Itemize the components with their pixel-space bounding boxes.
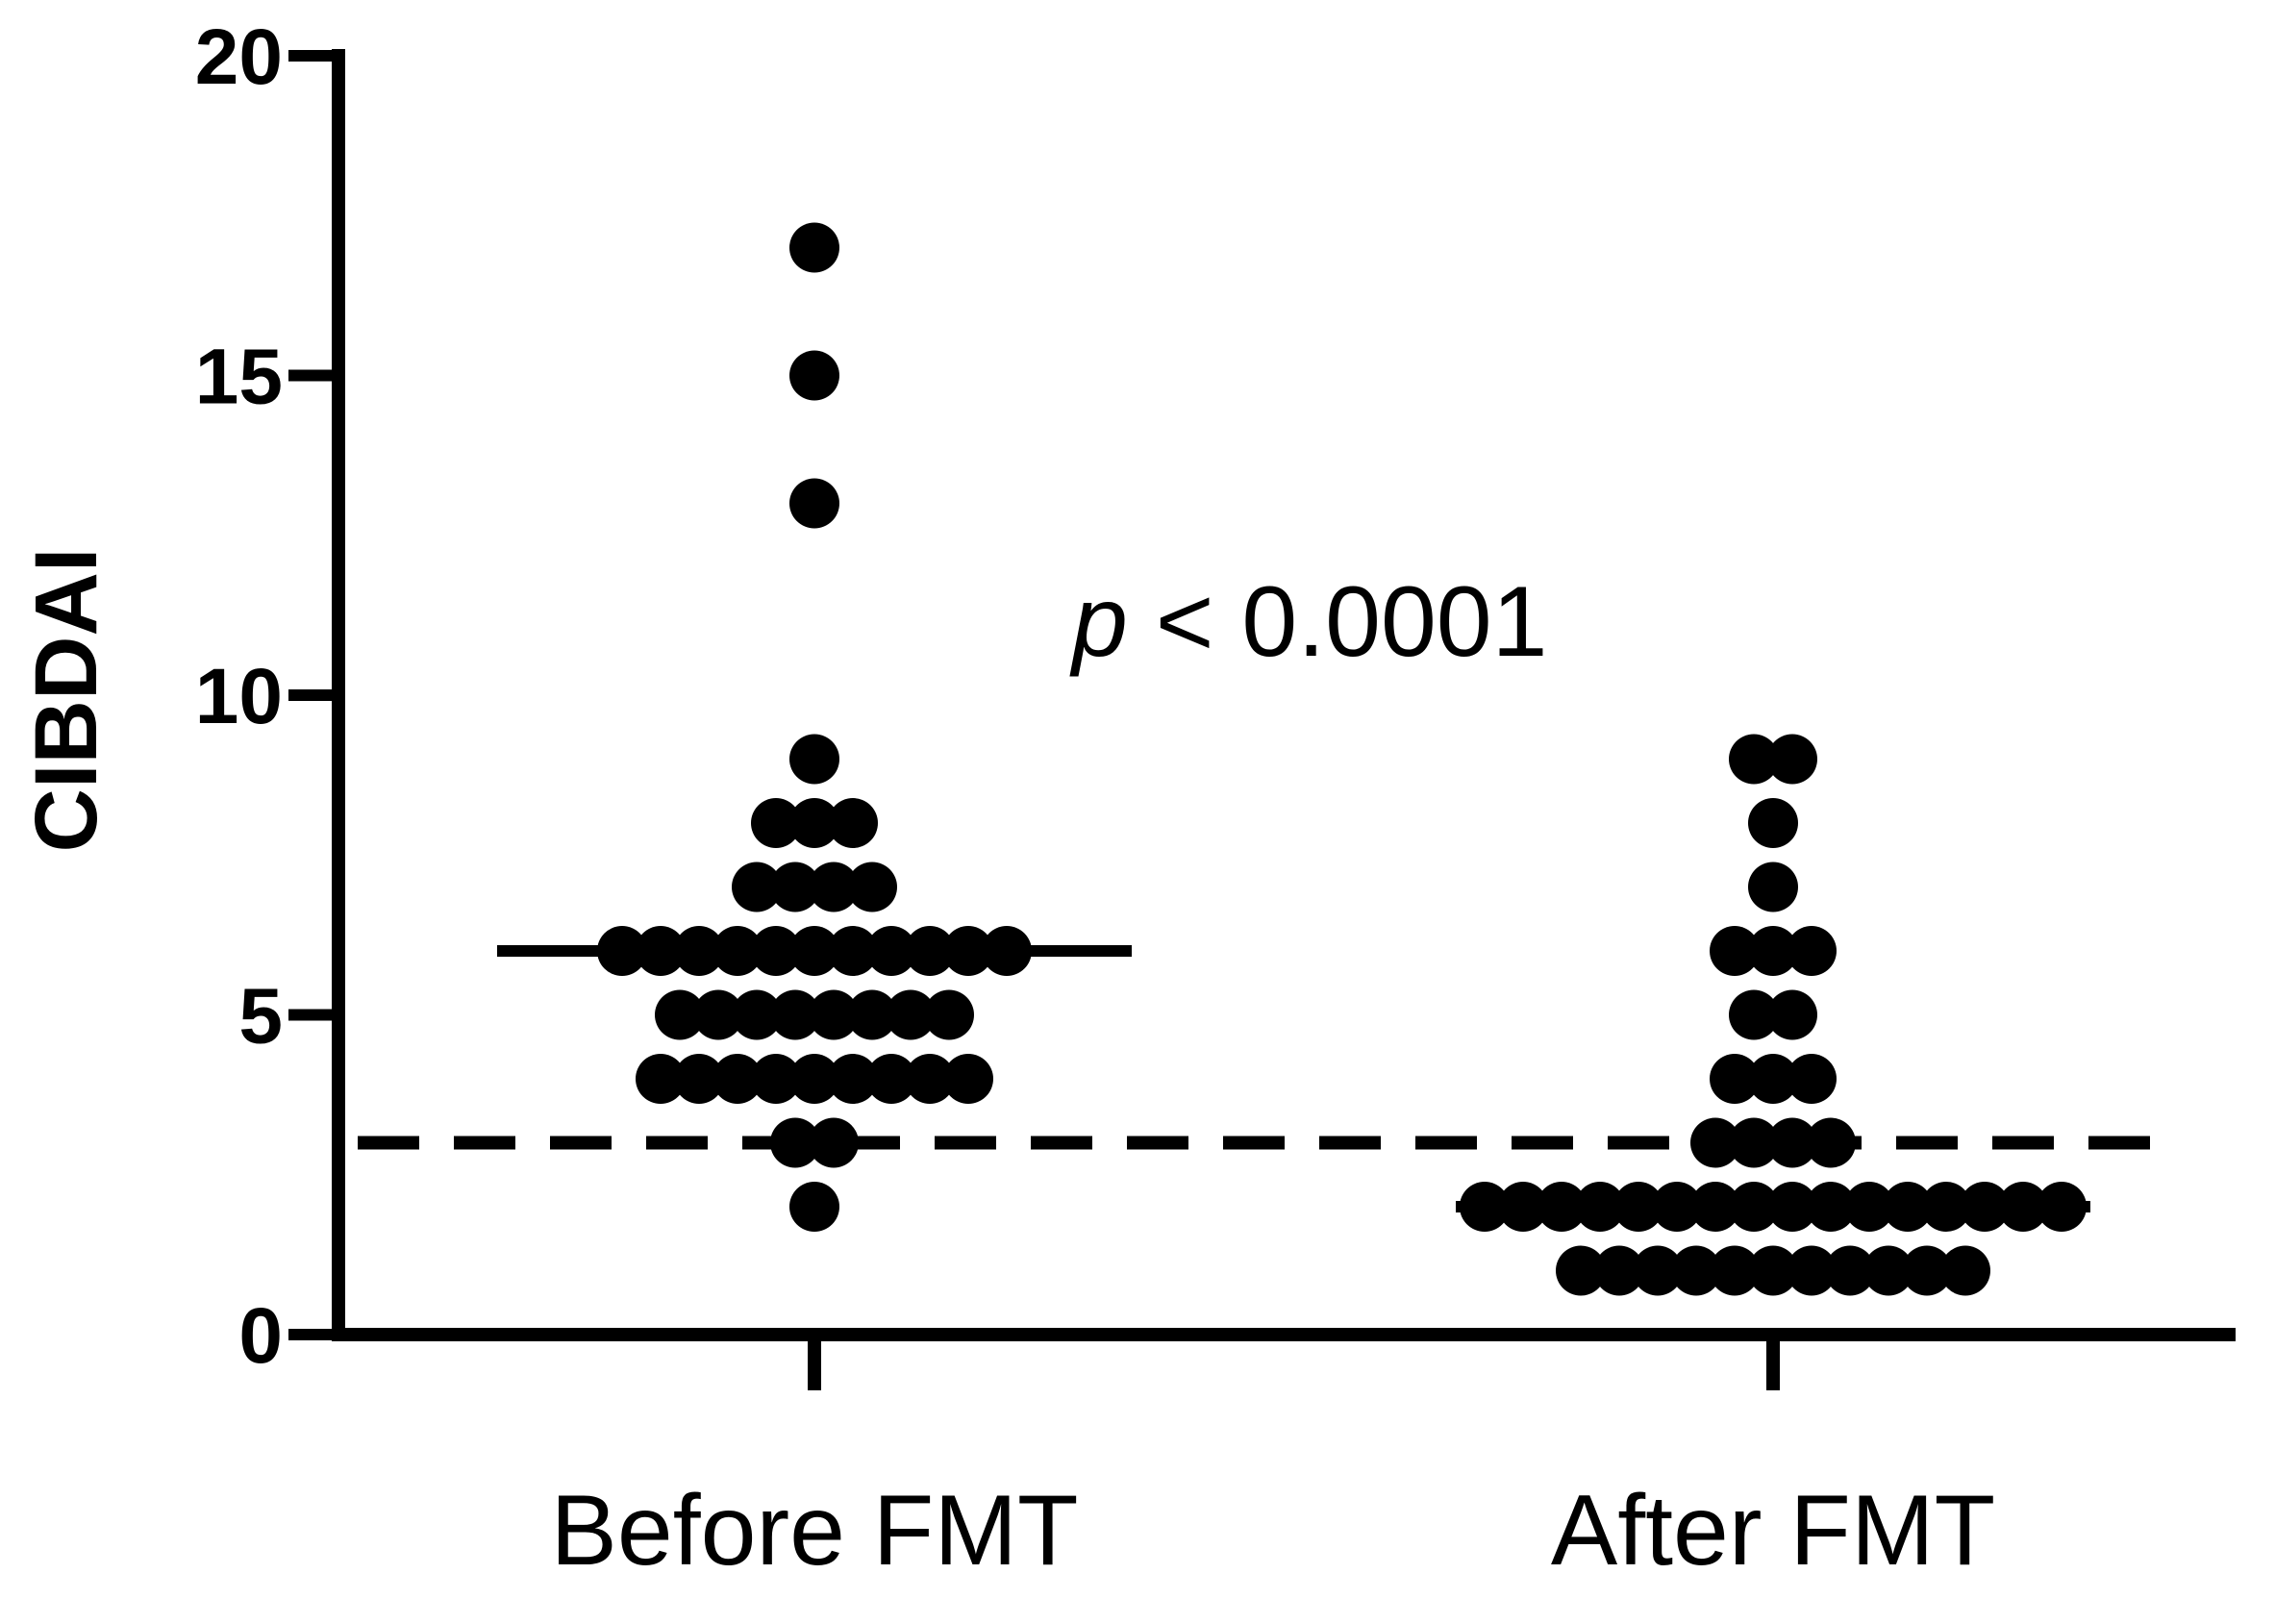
data-point (1710, 1054, 1760, 1104)
data-point (809, 989, 859, 1040)
data-point (1690, 1117, 1740, 1168)
data-point (809, 862, 859, 912)
data-point (1748, 1245, 1798, 1296)
data-point (789, 734, 839, 785)
data-point (712, 1054, 762, 1104)
data-point (655, 989, 705, 1040)
data-point (924, 989, 974, 1040)
data-point (770, 989, 820, 1040)
y-tick-label: 5 (238, 973, 283, 1061)
y-axis-title: CIBDAI (17, 548, 115, 853)
y-tick-label: 15 (195, 334, 283, 421)
data-point (770, 862, 820, 912)
data-point (732, 862, 782, 912)
data-point (1767, 734, 1817, 785)
data-point (1633, 1245, 1683, 1296)
data-point (828, 1054, 878, 1104)
data-point (789, 1054, 839, 1104)
data-point (866, 1054, 916, 1104)
p-value-annotation: p < 0.0001 (1069, 566, 1547, 678)
data-point (732, 989, 782, 1040)
data-point (847, 862, 897, 912)
data-point (1825, 1245, 1875, 1296)
data-point (751, 1054, 801, 1104)
p-symbol: p (1069, 566, 1128, 678)
data-point (789, 478, 839, 529)
data-point (905, 1054, 955, 1104)
data-point (1729, 734, 1779, 785)
y-tick-label: 10 (195, 653, 283, 740)
x-category-label: After FMT (1551, 1475, 1995, 1587)
data-point (789, 222, 839, 273)
x-category-label: Before FMT (551, 1475, 1079, 1587)
p-value-text: < 0.0001 (1128, 566, 1548, 678)
data-point (1729, 1117, 1779, 1168)
data-point (1748, 926, 1798, 976)
data-point (789, 1182, 839, 1232)
data-point (1748, 1054, 1798, 1104)
data-point (1787, 1245, 1837, 1296)
data-point (847, 989, 897, 1040)
data-point (1940, 1245, 1990, 1296)
data-point (886, 989, 936, 1040)
data-point (770, 1117, 820, 1168)
data-point (693, 989, 743, 1040)
data-point (1748, 798, 1798, 848)
data-point (809, 1117, 859, 1168)
data-point (1767, 989, 1817, 1040)
data-point (751, 798, 801, 848)
data-point (1787, 926, 1837, 976)
data-point (1863, 1245, 1913, 1296)
data-point (1556, 1245, 1606, 1296)
data-point (1710, 926, 1760, 976)
data-point (1806, 1117, 1856, 1168)
data-point (1902, 1245, 1952, 1296)
data-point (789, 798, 839, 848)
data-point (1729, 989, 1779, 1040)
data-point (1767, 1117, 1817, 1168)
data-point (1748, 862, 1798, 912)
data-point (1787, 1054, 1837, 1104)
data-point (1594, 1245, 1644, 1296)
data-point (828, 798, 878, 848)
data-point (674, 1054, 724, 1104)
data-point (1710, 1245, 1760, 1296)
data-point (943, 1054, 993, 1104)
y-tick-label: 20 (195, 13, 283, 101)
data-point (789, 350, 839, 401)
data-point (636, 1054, 686, 1104)
data-point (1671, 1245, 1721, 1296)
y-tick-label: 0 (238, 1292, 283, 1380)
